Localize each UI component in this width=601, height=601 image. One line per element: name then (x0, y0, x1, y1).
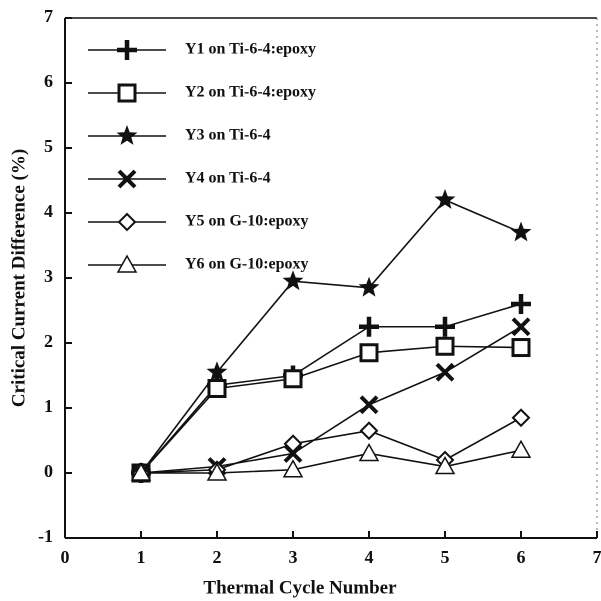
y-tick-label: 6 (44, 71, 53, 91)
y-tick-label: 5 (44, 136, 53, 156)
marker (359, 395, 379, 415)
marker (359, 316, 379, 337)
series-line (140, 326, 522, 474)
series-line (140, 303, 522, 474)
y-tick-label: 1 (44, 396, 53, 416)
marker (435, 362, 455, 382)
marker (283, 444, 303, 463)
marker (435, 316, 455, 337)
legend-marker (117, 212, 137, 232)
marker (511, 408, 531, 428)
marker (358, 442, 380, 462)
y-tick-label: 3 (44, 266, 53, 286)
x-axis-title: Thermal Cycle Number (203, 577, 397, 598)
marker (510, 439, 532, 458)
marker (207, 379, 227, 398)
y-tick-label: -1 (38, 526, 53, 546)
series-line (140, 345, 522, 474)
series-line (140, 417, 522, 474)
marker (434, 455, 456, 475)
marker (283, 369, 303, 389)
marker (511, 338, 531, 358)
x-tick-label: 3 (289, 547, 298, 567)
x-tick-label: 4 (365, 547, 374, 567)
x-tick-label: 5 (441, 547, 450, 567)
marker (359, 421, 379, 441)
marker (510, 221, 532, 242)
legend-label: Y4 on Ti-6-4 (185, 170, 271, 187)
y-axis-title: Critical Current Difference (%) (8, 149, 29, 407)
legend-marker (117, 40, 137, 60)
x-tick-label: 0 (61, 547, 70, 567)
marker (282, 459, 304, 478)
y-tick-label: 0 (44, 461, 53, 481)
marker (511, 317, 531, 337)
marker (206, 361, 228, 382)
legend-label: Y6 on G-10:epoxy (185, 256, 309, 273)
marker (358, 276, 380, 297)
legend-label: Y1 on Ti-6-4:epoxy (185, 41, 316, 58)
y-tick-label: 7 (44, 6, 53, 26)
x-tick-label: 7 (593, 547, 601, 567)
marker (206, 462, 228, 481)
series-line (141, 449, 522, 474)
x-tick-label: 6 (517, 547, 526, 567)
x-tick-label: 1 (137, 547, 146, 567)
legend-label: Y2 on Ti-6-4:epoxy (185, 84, 316, 101)
marker (511, 294, 531, 314)
legend-marker (117, 169, 137, 189)
y-tick-label: 4 (44, 201, 53, 221)
marker (283, 434, 303, 454)
marker (435, 336, 455, 356)
legend-marker (116, 254, 138, 273)
legend-marker (116, 125, 138, 145)
marker (130, 462, 152, 481)
legend-label: Y5 on G-10:epoxy (185, 213, 309, 230)
marker (359, 343, 379, 363)
x-tick-label: 2 (213, 547, 222, 567)
marker (434, 189, 456, 209)
legend-label: Y3 on Ti-6-4 (185, 127, 271, 144)
series-line (140, 199, 522, 474)
legend-marker (117, 83, 137, 103)
y-tick-label: 2 (44, 331, 53, 351)
marker (282, 270, 304, 291)
